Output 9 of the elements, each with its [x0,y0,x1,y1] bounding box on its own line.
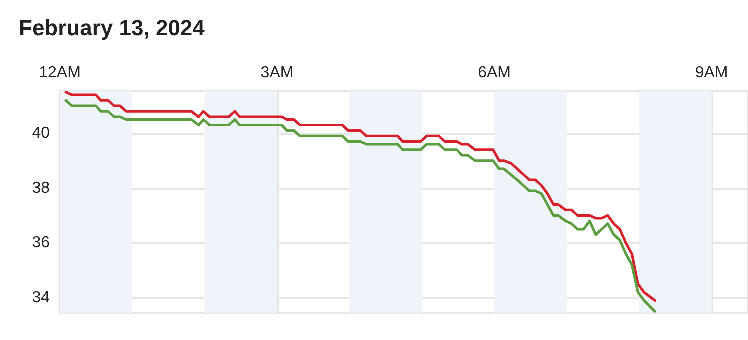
x-tick-label: 6AM [478,64,511,82]
y-tick-label: 40 [32,124,50,142]
x-tick-label: 12AM [39,64,81,82]
x-tick-label: 3AM [260,64,294,82]
x-tick-label: 9AM [695,64,728,82]
chart-title: February 13, 2024 [19,16,206,40]
y-tick-label: 38 [32,180,50,197]
y-tick-label: 36 [32,234,50,252]
y-tick-label: 34 [32,289,50,306]
